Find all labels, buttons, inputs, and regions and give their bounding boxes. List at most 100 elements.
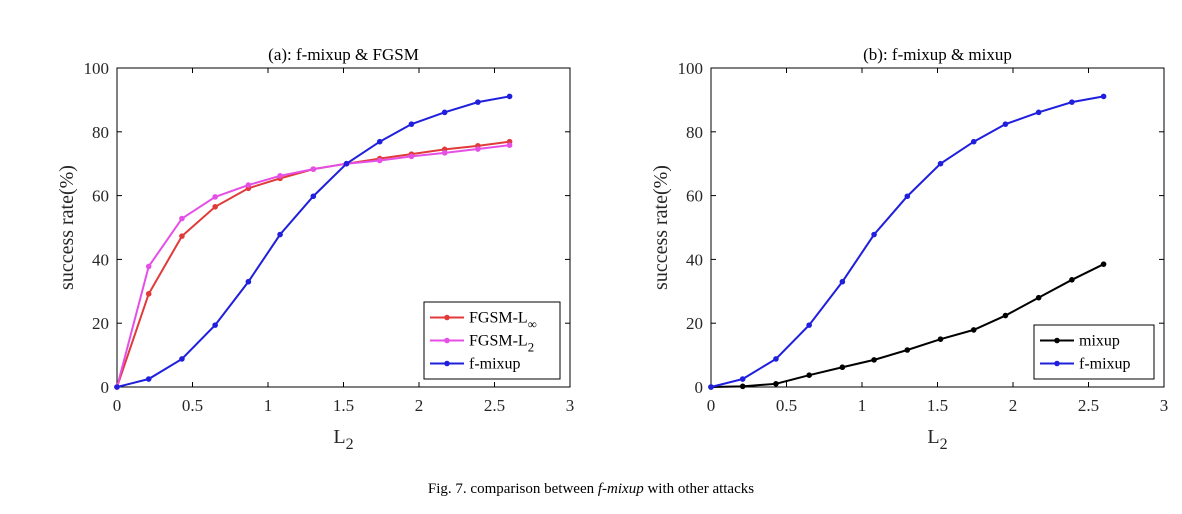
- data-point: [839, 364, 846, 371]
- data-point: [212, 203, 218, 210]
- data-point: [904, 193, 911, 200]
- y-tick-label: 100: [84, 59, 110, 78]
- chart-title: (b): f-mixup & mixup: [863, 45, 1012, 64]
- y-tick-label: 20: [92, 314, 109, 333]
- data-point: [937, 336, 944, 342]
- data-point: [506, 142, 513, 148]
- data-point: [871, 231, 877, 238]
- data-point: [310, 166, 317, 172]
- data-point: [408, 121, 415, 127]
- x-tick-label: 3: [1160, 396, 1169, 415]
- x-tick-label: 2.5: [484, 396, 505, 415]
- data-point: [708, 384, 714, 390]
- data-point: [937, 160, 944, 167]
- x-tick-label: 1: [264, 396, 273, 415]
- x-axis-label: L2: [333, 426, 353, 453]
- data-point: [114, 384, 120, 390]
- data-point: [904, 347, 911, 353]
- data-point: [310, 193, 317, 200]
- legend-marker: [444, 337, 450, 344]
- x-tick-label: 2: [1009, 396, 1018, 415]
- figure-caption: Fig. 7. comparison between f-mixup with …: [0, 481, 1182, 498]
- y-tick-label: 80: [686, 123, 703, 142]
- data-point: [277, 173, 283, 179]
- data-point: [179, 215, 185, 222]
- data-point: [970, 138, 977, 145]
- caption-prefix: Fig. 7. comparison between: [427, 481, 598, 497]
- legend-entry: f-mixup: [1079, 356, 1131, 373]
- y-axis-label: success rate(%): [650, 165, 672, 290]
- data-point: [145, 291, 152, 297]
- data-point: [839, 278, 846, 285]
- legend: FGSM-L∞FGSM-L2f-mixup: [423, 301, 561, 380]
- legend-box: [1033, 324, 1155, 380]
- y-tick-label: 40: [92, 250, 109, 269]
- data-point: [970, 327, 977, 333]
- y-tick-label: 20: [686, 314, 703, 333]
- data-point: [441, 150, 448, 156]
- legend-marker: [1054, 360, 1060, 367]
- x-tick-label: 0: [113, 396, 122, 415]
- data-point: [1100, 93, 1107, 100]
- legend-marker: [444, 314, 450, 321]
- legend-marker: [1054, 337, 1060, 344]
- y-tick-label: 60: [92, 187, 109, 206]
- x-tick-label: 0.5: [182, 396, 203, 415]
- data-point: [739, 383, 746, 390]
- data-point: [145, 376, 152, 382]
- data-point: [343, 160, 350, 167]
- data-point: [1069, 99, 1075, 105]
- legend: mixup f-mixup: [1033, 324, 1155, 380]
- caption-emphasis: f-mixup: [597, 481, 644, 497]
- y-tick-label: 0: [101, 378, 110, 397]
- x-tick-label: 1: [858, 396, 867, 415]
- data-point: [773, 356, 779, 362]
- x-tick-label: 1.5: [927, 396, 948, 415]
- legend-entry: f-mixup: [469, 356, 521, 373]
- legend-entry: FGSM-L2: [469, 333, 534, 355]
- data-point: [145, 263, 152, 270]
- data-point: [475, 99, 481, 105]
- data-point: [277, 231, 283, 238]
- data-point: [179, 356, 185, 362]
- data-point: [1069, 277, 1075, 283]
- legend-entry: FGSM-L∞: [469, 310, 537, 332]
- chart-panel-1: 0 0.5 1 1.5 2 2.5 3 0 20 40 60 80 100 (a): f-mixup & …: [56, 45, 574, 453]
- legend-marker: [444, 360, 450, 367]
- x-tick-label: 2: [415, 396, 424, 415]
- data-point: [806, 322, 812, 328]
- data-point: [212, 194, 218, 200]
- legend-entry: mixup: [1079, 333, 1120, 350]
- y-axis-label: success rate(%): [56, 165, 78, 290]
- x-axis-label: L2: [927, 426, 947, 453]
- data-point: [871, 357, 877, 363]
- data-point: [506, 93, 513, 100]
- data-point: [441, 109, 448, 116]
- x-tick-label: 2.5: [1078, 396, 1099, 415]
- y-tick-label: 40: [686, 250, 703, 269]
- caption-suffix: with other attacks: [643, 481, 755, 497]
- data-point: [1002, 312, 1009, 319]
- data-point: [739, 376, 746, 382]
- data-point: [806, 372, 812, 378]
- data-point: [1035, 109, 1042, 116]
- data-point: [1100, 261, 1107, 267]
- chart-panel-2: 0 0.5 1 1.5 2 2.5 3 0 20 40 60 80 100 (b): f-mixup & …: [650, 45, 1168, 453]
- data-point: [245, 278, 252, 285]
- x-tick-label: 0: [707, 396, 716, 415]
- data-point: [376, 138, 383, 145]
- x-tick-label: 3: [566, 396, 575, 415]
- data-point: [408, 153, 415, 160]
- data-point: [475, 146, 481, 152]
- x-tick-label: 1.5: [333, 396, 354, 415]
- y-tick-label: 100: [678, 59, 704, 78]
- data-point: [245, 182, 252, 188]
- data-point: [1035, 294, 1042, 301]
- y-tick-label: 80: [92, 123, 109, 142]
- y-tick-label: 60: [686, 187, 703, 206]
- data-point: [179, 233, 185, 239]
- y-tick-label: 0: [695, 378, 704, 397]
- x-tick-label: 0.5: [776, 396, 797, 415]
- data-point: [212, 322, 218, 328]
